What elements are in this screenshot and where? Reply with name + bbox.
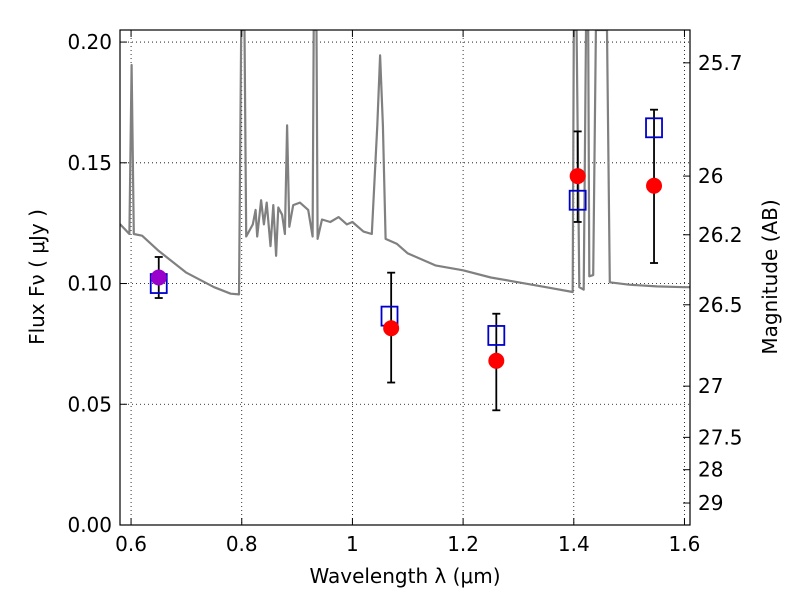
y-tick-label: 0.15 [67, 151, 112, 175]
plot-frame [119, 29, 691, 526]
right-tick-label: 29 [698, 491, 723, 515]
observed-circle-point [150, 269, 167, 286]
right-tick-label: 26.5 [698, 293, 743, 317]
y-tick-label: 0.20 [67, 30, 112, 54]
x-tick-label: 0.8 [226, 532, 258, 556]
error-bars [154, 108, 659, 412]
right-axis-label: Magnitude (AB) [758, 199, 782, 354]
right-tick-label: 27.5 [698, 425, 743, 449]
model-square-point [487, 325, 506, 346]
model-square-point [645, 117, 663, 139]
observed-circle-point [569, 168, 586, 185]
y-tick-label: 0.00 [67, 513, 112, 537]
right-tick-label: 27 [698, 374, 723, 398]
right-tick-label: 28 [698, 458, 723, 482]
observed-circle-point [383, 320, 400, 337]
model-square-point [568, 189, 587, 211]
x-tick-label: 1.2 [447, 532, 479, 556]
right-tick-label: 26 [698, 164, 723, 188]
x-tick-label: 1.6 [669, 532, 701, 556]
y-tick-label: 0.10 [67, 272, 112, 296]
x-tick-label: 1 [346, 532, 359, 556]
right-tick-label: 25.7 [698, 51, 743, 75]
observed-photometry-points [150, 168, 663, 369]
observed-circle-point [646, 177, 663, 194]
y-axis-label: Flux Fν ( μJy ) [25, 209, 49, 345]
model-spectrum [120, 30, 690, 296]
x-tick-label: 1.4 [558, 532, 590, 556]
y-tick-label: 0.05 [67, 392, 112, 416]
spectrum-line [120, 30, 690, 296]
x-tick-label: 0.6 [115, 532, 147, 556]
observed-circle-point [488, 352, 505, 369]
x-axis-label: Wavelength λ (μm) [309, 564, 500, 588]
axis-ticks: 0.6 0.8 1 1.2 1.4 1.6 0.00 0.05 0.10 0.15 0.20 25.7… [67, 30, 743, 556]
grid [120, 30, 690, 526]
right-tick-label: 26.2 [698, 223, 743, 247]
